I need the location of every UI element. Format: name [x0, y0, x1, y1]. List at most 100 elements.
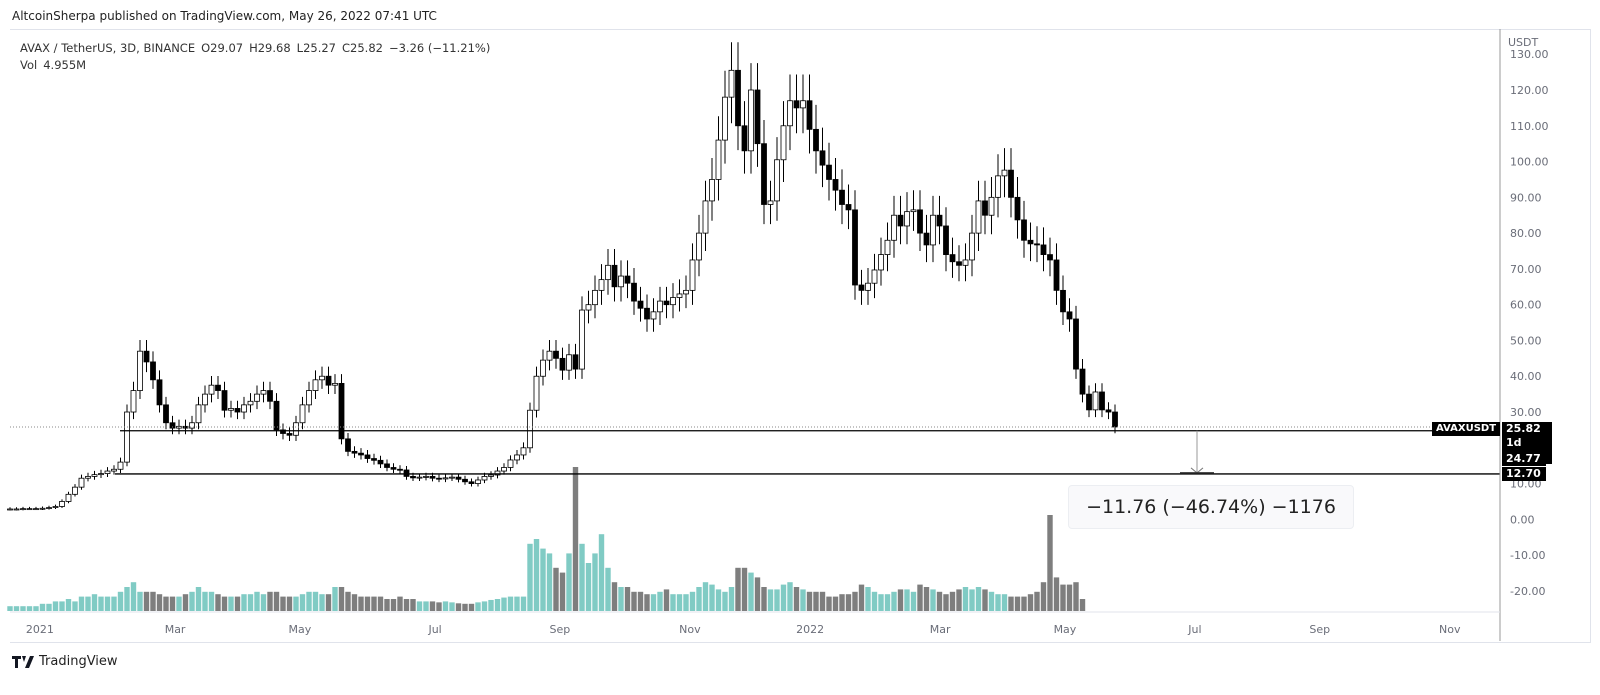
candle-body — [364, 454, 371, 459]
candle — [936, 195, 943, 245]
candle-body — [1086, 393, 1092, 411]
volume-bar — [689, 591, 696, 611]
candle — [98, 469, 104, 479]
volume-bar — [436, 602, 442, 611]
candle — [657, 286, 663, 326]
candle — [1001, 148, 1008, 198]
time-tick: Jul — [427, 623, 441, 636]
candle — [592, 275, 598, 319]
candle-body — [228, 408, 234, 411]
candle — [826, 142, 832, 201]
volume-bar — [254, 591, 260, 611]
candle-body — [1034, 243, 1040, 246]
volume-bar — [416, 601, 423, 611]
volume-bar — [735, 567, 741, 611]
volume-bar — [494, 599, 501, 611]
price-axis[interactable]: 130.00 120.00 110.00 100.00 90.00 80.00 70.00 6… — [1510, 48, 1549, 598]
volume-bar — [865, 587, 871, 611]
candle-body — [891, 214, 897, 241]
price-tick: 70.00 — [1510, 263, 1542, 276]
candle — [585, 290, 592, 324]
volume-bar — [670, 594, 676, 611]
volume-bar — [325, 594, 332, 611]
volume-bar — [676, 594, 683, 611]
candle-body — [904, 211, 910, 227]
volume-bar — [7, 606, 13, 611]
volume-bar — [1060, 584, 1066, 611]
candle-body — [481, 476, 488, 481]
candle-body — [351, 450, 358, 454]
volume-bar — [553, 567, 559, 611]
candle-body — [338, 382, 345, 440]
candle — [202, 385, 208, 413]
volume-bar — [1047, 515, 1053, 611]
candle-body — [1040, 244, 1047, 255]
volume-bar — [806, 591, 813, 611]
volume-bar — [1008, 596, 1014, 611]
candle — [351, 446, 358, 458]
volume-bar — [800, 589, 806, 611]
candle-body — [150, 361, 156, 381]
candle — [813, 104, 819, 174]
time-tick: Sep — [550, 623, 571, 636]
candle-body — [930, 214, 936, 246]
candle — [384, 459, 390, 472]
volume-bar — [891, 591, 897, 611]
candle — [475, 476, 481, 487]
volume-bar — [546, 553, 553, 611]
candle-body — [189, 422, 195, 429]
volume-bar — [390, 599, 397, 611]
candle-body — [124, 411, 130, 463]
candle-body — [468, 481, 475, 484]
symbol-name[interactable]: AVAX / TetherUS, 3D, BINANCE — [20, 41, 196, 55]
candle-body — [936, 214, 943, 227]
candle — [377, 455, 384, 468]
volume-bar — [650, 594, 657, 611]
tradingview-logo[interactable]: TradingView — [12, 654, 118, 669]
candle-body — [299, 404, 306, 424]
volume-bar — [975, 587, 982, 611]
candle-body — [65, 493, 72, 502]
candle — [689, 243, 696, 305]
candle — [631, 267, 637, 315]
volume-bar — [787, 582, 793, 611]
volume-bar — [559, 572, 566, 611]
candle — [709, 157, 715, 221]
candle-body — [572, 354, 579, 370]
price-tick: 60.00 — [1510, 299, 1542, 312]
time-axis[interactable]: 2021 Mar May Jul Sep Nov 2022 Mar May Jul Sep Nov — [26, 623, 1461, 636]
volume-bar — [215, 594, 221, 611]
volume-bar — [618, 587, 624, 611]
candle — [611, 249, 618, 302]
volume-bar — [904, 589, 910, 611]
volume-bar — [956, 589, 962, 611]
volume-bar — [871, 591, 878, 611]
candle-body — [663, 300, 670, 306]
volume-bar — [371, 596, 377, 611]
time-tick: Nov — [1439, 623, 1461, 636]
candle — [72, 484, 78, 497]
candle-body — [618, 275, 624, 288]
candle-body — [91, 474, 98, 477]
price-axis-unit: USDT — [1508, 36, 1539, 49]
candle — [319, 366, 325, 389]
volume-bar — [280, 596, 286, 611]
volume-bar — [579, 543, 585, 611]
candle-body — [988, 196, 995, 216]
volume-bar — [852, 591, 858, 611]
candle — [390, 463, 397, 473]
volume-bar — [228, 596, 234, 611]
candle — [85, 472, 91, 482]
candle-body — [384, 463, 390, 468]
candle — [371, 453, 377, 465]
volume-bar — [182, 594, 189, 611]
candle-body — [1099, 391, 1105, 411]
volume-bar — [709, 584, 715, 611]
volume-bar — [936, 591, 943, 611]
candle — [1040, 227, 1047, 272]
candle — [39, 506, 46, 510]
candle-body — [208, 384, 215, 395]
volume-pane — [7, 467, 1086, 611]
candle — [273, 393, 280, 436]
